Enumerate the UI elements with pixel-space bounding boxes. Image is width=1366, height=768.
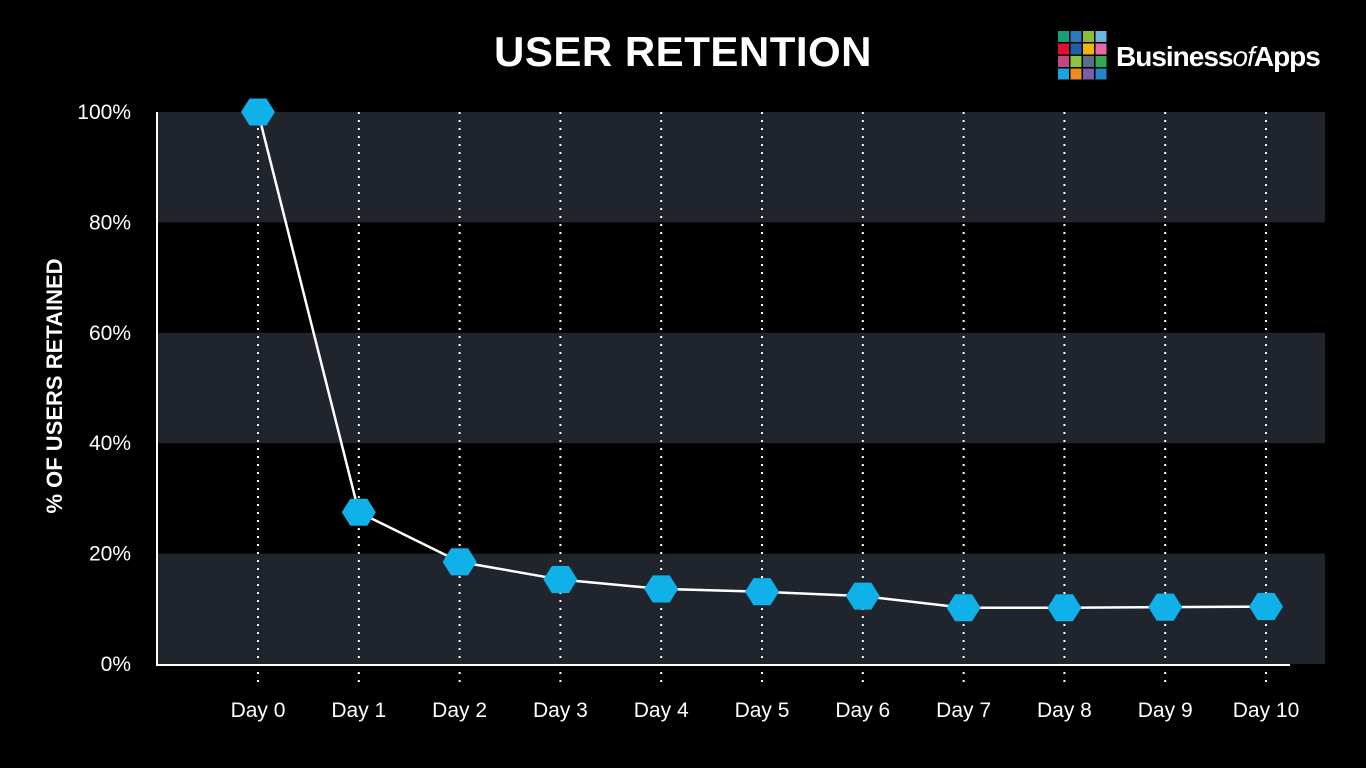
y-tick-labels: 0% 20% 40% 60% 80% 100% <box>77 101 131 676</box>
logo-tile <box>1058 68 1069 80</box>
logo-text-apps: Apps <box>1253 41 1321 72</box>
y-tick-label: 100% <box>77 101 131 124</box>
logo-tile <box>1083 56 1094 67</box>
x-tick-label: Day 10 <box>1233 699 1300 722</box>
logo-tile <box>1095 31 1107 42</box>
data-markers <box>241 98 1283 622</box>
y-tick-label: 80% <box>89 211 131 234</box>
logo-grid-icon <box>1058 31 1107 80</box>
logo-tile <box>1070 68 1082 80</box>
x-tick-label: Day 7 <box>936 699 991 722</box>
data-point-marker <box>1047 594 1082 622</box>
x-tick-labels: Day 0 Day 1 Day 2 Day 3 Day 4 Day 5 Day 6 Day 7… <box>231 699 1300 722</box>
x-tick-label: Day 1 <box>331 699 386 722</box>
data-point-marker <box>845 582 880 610</box>
chart-title: USER RETENTION <box>493 28 873 75</box>
data-point-marker <box>946 594 981 622</box>
logo-tile <box>1083 31 1094 42</box>
logo-tile <box>1095 56 1107 67</box>
y-tick-label: 40% <box>89 432 131 455</box>
data-point-marker <box>341 498 376 526</box>
data-point-marker <box>745 578 779 606</box>
y-tick-label: 20% <box>89 543 131 566</box>
x-tick-label: Day 0 <box>231 699 286 722</box>
x-tick-label: Day 9 <box>1138 699 1193 722</box>
y-axis-label: % OF USERS RETAINED <box>42 258 67 513</box>
logo-tile <box>1070 31 1082 42</box>
data-point-marker <box>644 575 679 603</box>
logo-tile <box>1070 56 1082 67</box>
y-tick-label: 0% <box>101 653 131 676</box>
x-tick-label: Day 2 <box>432 699 487 722</box>
logo-tile <box>1083 68 1094 80</box>
x-tick-label: Day 3 <box>533 699 588 722</box>
x-tick-label: Day 6 <box>835 699 890 722</box>
logo-tile <box>1095 43 1107 55</box>
grid-band <box>157 332 1325 444</box>
logo-tile <box>1070 43 1082 55</box>
data-point-marker <box>1249 593 1283 621</box>
grid-band <box>157 112 1325 223</box>
logo-text-business: Business <box>1116 41 1233 72</box>
data-point-marker <box>442 548 477 576</box>
logo-tile <box>1058 31 1069 42</box>
logo-text-of: of <box>1232 41 1255 72</box>
data-point-marker <box>241 98 275 126</box>
logo-tile <box>1083 43 1094 55</box>
logo-text: BusinessofApps <box>1116 41 1321 73</box>
x-tick-label: Day 4 <box>634 699 689 722</box>
y-tick-label: 60% <box>89 322 131 345</box>
data-point-marker <box>1148 593 1183 621</box>
grid-band <box>157 553 1325 664</box>
logo-tile <box>1095 68 1107 80</box>
background-bands <box>157 112 1325 664</box>
axes <box>156 112 1290 666</box>
logo-tile <box>1058 56 1069 67</box>
x-tick-label: Day 8 <box>1037 699 1092 722</box>
logo-tile <box>1058 43 1069 55</box>
x-tick-label: Day 5 <box>735 699 790 722</box>
data-point-marker <box>543 566 578 594</box>
